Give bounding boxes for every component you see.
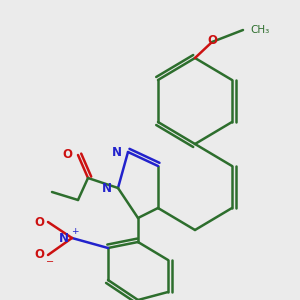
Text: N: N — [112, 146, 122, 158]
Text: CH₃: CH₃ — [250, 25, 269, 35]
Text: O: O — [34, 248, 44, 262]
Text: O: O — [62, 148, 72, 161]
Text: N: N — [59, 232, 69, 244]
Text: O: O — [207, 34, 217, 47]
Text: O: O — [34, 215, 44, 229]
Text: −: − — [46, 257, 54, 267]
Text: N: N — [102, 182, 112, 194]
Text: +: + — [71, 226, 79, 236]
